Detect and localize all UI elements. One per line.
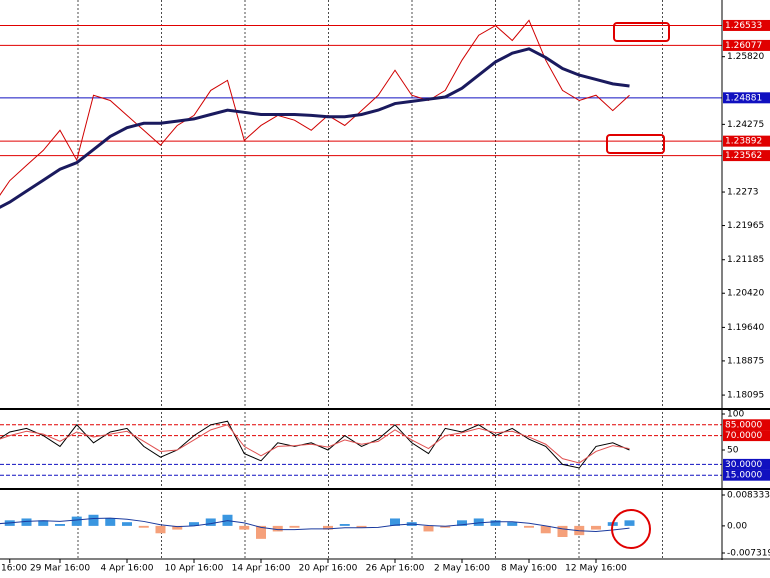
y-tick-label: 1.18095 (727, 391, 764, 401)
level-label: 85.0000 (725, 420, 762, 430)
y-tick-label: 1.21185 (727, 255, 764, 265)
plot-area (0, 19, 722, 539)
y-tick-label: 1.21965 (727, 221, 764, 231)
bar (239, 525, 250, 530)
x-tick-label: 16:00 (1, 564, 27, 574)
level-label-bg (723, 430, 770, 442)
axis: 1.25820 1.24275 1.2273 1.21965 1.21185 1.2042… (1, 19, 770, 574)
x-tick-label: 29 Mar 16:00 (30, 564, 90, 574)
annotation-box (606, 134, 665, 154)
y-tick-label: 0.0083334 (727, 491, 770, 501)
x-tick-label: 4 Apr 16:00 (101, 564, 154, 574)
bar (490, 520, 501, 526)
y-tick-label: 1.20420 (727, 289, 764, 299)
bar (423, 525, 434, 532)
bar (457, 520, 467, 526)
level-label-bg (723, 469, 770, 481)
level-label: 1.23562 (725, 151, 762, 161)
bar (105, 518, 116, 526)
bar (21, 518, 32, 526)
level-label: 1.23892 (725, 137, 762, 147)
bar (71, 516, 82, 526)
bar (256, 525, 266, 539)
bar (122, 522, 132, 526)
bar (591, 525, 601, 530)
y-tick-label: 100 (727, 410, 744, 420)
y-tick-label: 0.00 (727, 521, 747, 531)
bar (155, 525, 166, 534)
level-label-bg (723, 150, 770, 162)
annotation-circle (611, 509, 651, 549)
y-tick-label: 1.24275 (727, 120, 764, 130)
level-label-bg (723, 92, 770, 104)
x-tick-label: 10 Apr 16:00 (165, 564, 224, 574)
series-line (0, 517, 630, 532)
level-label: 1.24881 (725, 93, 762, 103)
grid (77, 0, 663, 559)
bar (356, 525, 367, 528)
bar (507, 522, 518, 526)
bar (624, 520, 635, 526)
bar (323, 525, 333, 530)
bar (473, 518, 484, 526)
x-tick-label: 14 Apr 16:00 (232, 564, 291, 574)
bar (289, 525, 300, 528)
x-tick-label: 2 May 16:00 (434, 564, 490, 574)
level-label-bg (723, 19, 770, 31)
bar (205, 518, 216, 526)
level-label-bg (723, 135, 770, 147)
series-line (0, 47, 630, 209)
level-label-bg (723, 419, 770, 431)
y-tick-label: 1.25820 (727, 52, 764, 62)
bar (172, 525, 183, 530)
y-tick-label: 1.2273 (727, 188, 759, 198)
x-tick-label: 12 May 16:00 (565, 564, 627, 574)
y-tick-label: -0.0073192 (727, 549, 770, 559)
bar (189, 522, 199, 526)
y-tick-label: 1.18875 (727, 356, 764, 366)
level-label: 1.26533 (725, 21, 762, 31)
bar (88, 514, 99, 526)
bar (557, 525, 568, 537)
x-tick-label: 8 May 16:00 (501, 564, 557, 574)
annotation-box (613, 22, 670, 42)
bar (540, 525, 551, 534)
level-label: 70.0000 (725, 431, 762, 441)
y-tick-label: 1.19640 (727, 323, 764, 333)
level-label-bg (723, 39, 770, 51)
x-tick-label: 20 Apr 16:00 (299, 564, 358, 574)
level-label-bg (723, 458, 770, 470)
bar (440, 525, 451, 528)
bar (55, 524, 65, 526)
bar (138, 525, 149, 528)
level-label: 15.0000 (725, 471, 762, 481)
bar (38, 520, 49, 526)
y-tick-label: 50 (727, 446, 739, 456)
bar (390, 518, 400, 526)
bar (272, 525, 283, 532)
level-label: 30.0000 (725, 460, 762, 470)
bar (524, 525, 534, 528)
x-tick-label: 26 Apr 16:00 (366, 564, 425, 574)
level-label: 1.26077 (725, 41, 762, 51)
series-line (0, 19, 630, 196)
bar (339, 524, 350, 526)
series-line (0, 424, 630, 464)
